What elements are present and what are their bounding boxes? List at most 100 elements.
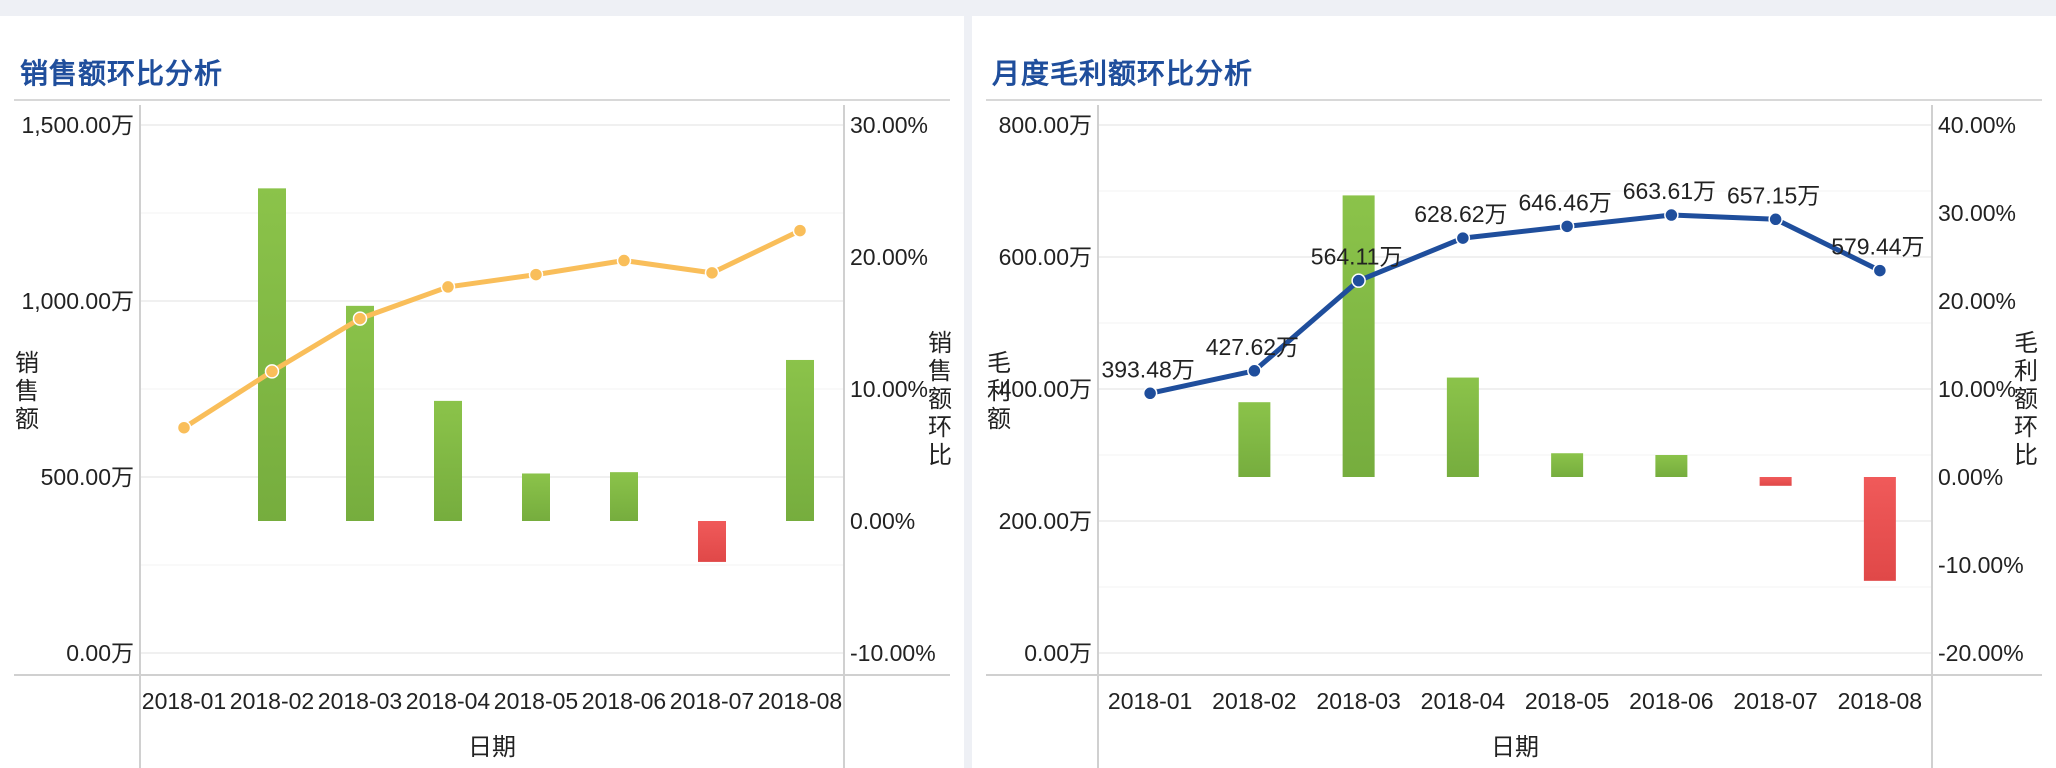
y2-tick-label: 40.00% — [1938, 112, 2016, 138]
y-tick-label: 600.00万 — [999, 244, 1092, 270]
y-axis-title: 毛利额 — [987, 349, 1011, 433]
profit-chart-title: 月度毛利额环比分析 — [992, 57, 1254, 90]
y2-tick-label: -20.00% — [1938, 640, 2024, 666]
svg-text:额: 额 — [15, 405, 39, 433]
bar[interactable] — [1342, 195, 1375, 477]
x-tick-label: 2018-02 — [230, 688, 314, 714]
series-line — [182, 228, 802, 430]
x-tick-label: 2018-04 — [1421, 688, 1506, 714]
bar[interactable] — [1655, 455, 1688, 477]
x-tick-label: 2018-01 — [142, 688, 226, 714]
svg-text:额: 额 — [987, 405, 1011, 433]
y2-tick-label: -10.00% — [850, 640, 936, 666]
svg-text:售: 售 — [928, 357, 952, 385]
bar[interactable] — [786, 359, 814, 521]
line-point[interactable] — [176, 420, 192, 435]
bar[interactable] — [1238, 402, 1271, 477]
x-tick-label: 2018-03 — [318, 688, 402, 714]
line-point[interactable] — [1768, 212, 1783, 227]
line-point[interactable] — [1872, 263, 1888, 278]
svg-text:比: 比 — [928, 441, 952, 469]
y-tick-label: 0.00万 — [66, 640, 134, 666]
svg-text:售: 售 — [15, 377, 39, 405]
line-point[interactable] — [440, 279, 456, 295]
sales-chart-svg: 0.00万 500.00万 1,000.00万 1,500.00万 -10.00% 0.0… — [14, 99, 952, 768]
y2-tick-label: 0.00% — [850, 508, 915, 534]
y2-axis-title: 毛利额环比 — [2014, 329, 2038, 469]
y2-tick-label: 10.00% — [1938, 376, 2016, 402]
y2-tick-label: 0.00% — [1938, 464, 2003, 490]
data-label: 427.62万 — [1206, 334, 1299, 360]
bar[interactable] — [1551, 453, 1584, 477]
x-tick-label: 2018-07 — [1733, 688, 1817, 714]
x-tick-label: 2018-08 — [758, 688, 842, 714]
data-label: 663.61万 — [1623, 178, 1716, 204]
x-tick-label: 2018-08 — [1838, 688, 1922, 714]
bar[interactable] — [1863, 477, 1896, 581]
bar[interactable] — [1759, 477, 1792, 486]
svg-text:利: 利 — [987, 377, 1011, 405]
y-tick-label: 500.00万 — [41, 464, 134, 490]
bar[interactable] — [1446, 377, 1479, 477]
bar[interactable] — [522, 473, 550, 521]
bar[interactable] — [610, 472, 638, 521]
svg-text:额: 额 — [2014, 385, 2038, 413]
x-axis-title: 日期 — [468, 733, 516, 761]
x-tick-label: 2018-06 — [1629, 688, 1713, 714]
x-tick-label: 2018-01 — [1108, 688, 1192, 714]
svg-text:额: 额 — [928, 385, 952, 413]
line-point[interactable] — [1142, 386, 1158, 401]
data-label: 579.44万 — [1831, 234, 1924, 260]
line-point[interactable] — [1247, 363, 1262, 379]
y2-tick-label: 20.00% — [850, 244, 928, 270]
line-point[interactable] — [1351, 273, 1366, 288]
y-tick-label: 0.00万 — [1024, 640, 1092, 666]
bar[interactable] — [434, 400, 462, 521]
x-tick-label: 2018-04 — [406, 688, 491, 714]
line-point[interactable] — [1664, 207, 1679, 223]
y-tick-label: 200.00万 — [999, 508, 1092, 534]
line-point[interactable] — [352, 311, 368, 326]
line-point[interactable] — [792, 223, 808, 238]
y2-axis-title: 销售额环比 — [928, 329, 952, 469]
sales-chart-panel: 销售额环比分析 0.00万 500.00万 1,000.00万 1,500.00万 -1… — [0, 16, 964, 768]
y2-tick-label: 20.00% — [1938, 288, 2016, 314]
svg-text:毛: 毛 — [987, 349, 1011, 377]
sales-chart-title: 销售额环比分析 — [20, 57, 224, 90]
x-axis-title: 日期 — [1491, 733, 1539, 761]
data-label: 564.11万 — [1311, 244, 1403, 270]
x-tick-label: 2018-05 — [1525, 688, 1609, 714]
y-axis-title: 销售额 — [15, 349, 39, 433]
y2-tick-label: 30.00% — [1938, 200, 2016, 226]
y-tick-label: 800.00万 — [999, 112, 1092, 138]
data-label: 646.46万 — [1518, 189, 1611, 215]
y2-tick-label: -10.00% — [1938, 552, 2024, 578]
data-label: 628.62万 — [1414, 201, 1507, 227]
y-tick-label: 400.00万 — [999, 376, 1092, 402]
line-point[interactable] — [1559, 219, 1575, 234]
profit-chart-svg: 0.00万 200.00万 400.00万 600.00万 800.00万 -20.00%… — [986, 99, 2042, 768]
bar[interactable] — [258, 188, 286, 522]
line-point[interactable] — [704, 265, 720, 281]
x-tick-label: 2018-02 — [1212, 688, 1296, 714]
svg-text:环: 环 — [928, 413, 952, 441]
y-tick-label: 1,000.00万 — [21, 288, 134, 314]
y-tick-label: 1,500.00万 — [21, 112, 134, 138]
x-tick-label: 2018-05 — [494, 688, 578, 714]
x-tick-label: 2018-06 — [582, 688, 666, 714]
line-point[interactable] — [528, 267, 544, 282]
svg-text:环: 环 — [2014, 413, 2038, 441]
y2-tick-label: 30.00% — [850, 112, 928, 138]
bar[interactable] — [346, 305, 374, 521]
line-point[interactable] — [616, 253, 632, 268]
svg-text:比: 比 — [2014, 441, 2038, 469]
y2-tick-label: 10.00% — [850, 376, 928, 402]
svg-text:销: 销 — [928, 329, 952, 357]
profit-chart-panel: 月度毛利额环比分析 0.00万 200.00万 400.00万 600.00万 800.… — [972, 16, 2056, 768]
line-point[interactable] — [264, 364, 280, 379]
x-tick-label: 2018-07 — [670, 688, 754, 714]
line-point[interactable] — [1455, 230, 1471, 246]
bar[interactable] — [698, 521, 726, 562]
svg-text:利: 利 — [2014, 357, 2038, 385]
x-tick-label: 2018-03 — [1316, 688, 1400, 714]
